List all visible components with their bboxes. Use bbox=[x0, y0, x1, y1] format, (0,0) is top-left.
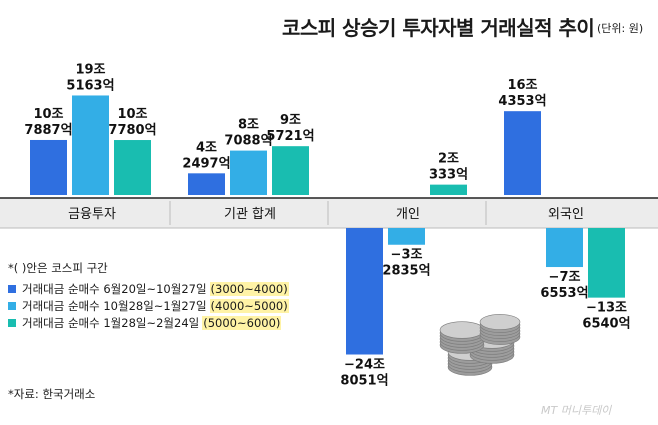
data-label: 2835억 bbox=[382, 264, 430, 279]
legend-range-2: (4000~5000) bbox=[209, 298, 289, 313]
data-label: −7조 bbox=[549, 270, 581, 285]
data-label: 6553억 bbox=[540, 286, 588, 301]
legend-swatch-3 bbox=[8, 318, 16, 327]
data-label: 333억 bbox=[429, 168, 468, 183]
data-label: −13조 bbox=[586, 301, 627, 316]
legend-label-3: 거래대금 순매수 1월28일~2월24일 bbox=[22, 315, 200, 330]
bar bbox=[188, 173, 225, 195]
category-label: 금융투자 bbox=[68, 207, 116, 222]
data-label: −24조 bbox=[344, 358, 385, 373]
bar bbox=[430, 184, 467, 195]
data-label: 4353억 bbox=[498, 94, 546, 109]
data-label: −3조 bbox=[391, 248, 423, 263]
legend-note: *( )안은 코스피 구간 bbox=[8, 261, 108, 275]
legend-item-series-3: 거래대금 순매수 1월28일~2월24일 (5000~6000) bbox=[8, 314, 289, 331]
data-label: 19조 bbox=[75, 62, 105, 77]
data-label: 4조 bbox=[196, 140, 217, 155]
data-label: 9조 bbox=[280, 113, 301, 128]
bar bbox=[230, 150, 267, 195]
bar bbox=[388, 228, 425, 245]
data-label: 2497억 bbox=[182, 156, 230, 171]
category-band bbox=[0, 198, 658, 228]
data-label: 7780억 bbox=[108, 123, 156, 138]
data-label: 16조 bbox=[507, 78, 537, 93]
data-label: 5721억 bbox=[266, 129, 314, 144]
coin-icon bbox=[439, 321, 485, 339]
chart-title: 코스피 상승기 투자자별 거래실적 추이 bbox=[282, 16, 595, 40]
coin-icon bbox=[479, 314, 521, 330]
unit-label: (단위: 원) bbox=[597, 22, 644, 35]
data-label: 8051억 bbox=[340, 374, 388, 389]
legend-swatch-1 bbox=[8, 284, 16, 293]
legend-range-3: (5000~6000) bbox=[202, 315, 282, 330]
category-label: 외국인 bbox=[548, 207, 584, 222]
bar bbox=[546, 228, 583, 268]
data-label: 7887억 bbox=[24, 123, 72, 138]
legend-item-series-1: 거래대금 순매수 6월20일~10월27일 (3000~4000) bbox=[8, 280, 289, 297]
legend-label-1: 거래대금 순매수 6월20일~10월27일 bbox=[22, 281, 207, 296]
legend-swatch-2 bbox=[8, 301, 16, 310]
data-label: 2조 bbox=[438, 152, 459, 167]
legend-range-1: (3000~4000) bbox=[209, 281, 289, 296]
data-label: 10조 bbox=[117, 107, 147, 122]
bar bbox=[346, 228, 383, 355]
data-label: 10조 bbox=[33, 107, 63, 122]
bar bbox=[272, 146, 309, 195]
legend-item-series-2: 거래대금 순매수 10월28일~1월27일 (4000~5000) bbox=[8, 297, 289, 314]
bar bbox=[588, 228, 625, 298]
legend: *( )안은 코스피 구간 거래대금 순매수 6월20일~10월27일 (300… bbox=[8, 260, 289, 331]
data-label: 8조 bbox=[238, 118, 259, 133]
category-label: 기관 합계 bbox=[224, 207, 276, 222]
data-label: 7088억 bbox=[224, 134, 272, 149]
source-note: *자료: 한국거래소 bbox=[8, 387, 96, 401]
category-label: 개인 bbox=[396, 207, 420, 222]
bar bbox=[504, 111, 541, 195]
data-label: 5163억 bbox=[66, 78, 114, 93]
bar bbox=[30, 139, 67, 195]
bar bbox=[72, 95, 109, 195]
bar bbox=[114, 140, 151, 195]
legend-label-2: 거래대금 순매수 10월28일~1월27일 bbox=[22, 298, 207, 313]
publisher-logo: MT 머니투데이 bbox=[541, 404, 612, 417]
data-label: 6540억 bbox=[582, 317, 630, 332]
